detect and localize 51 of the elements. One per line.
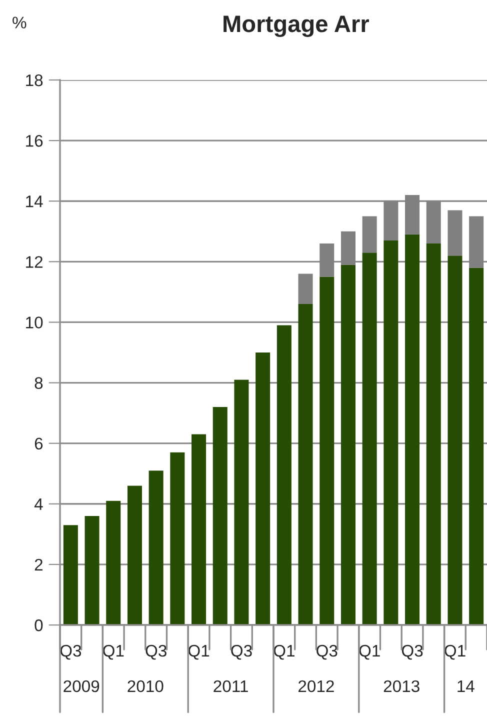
y-tick-label: 12 — [26, 256, 42, 268]
bar — [384, 240, 398, 625]
text: 2010 — [128, 680, 164, 692]
x-tick-label: Q3 — [316, 644, 338, 660]
bar — [234, 380, 249, 625]
y-tick-label: 2 — [34, 558, 42, 570]
text: 2009 — [64, 680, 100, 692]
y-axis-title: % — [12, 16, 26, 28]
y-tick-label: 0 — [34, 619, 43, 632]
bar — [298, 274, 313, 304]
bar — [84, 516, 100, 625]
x-tick-label: Q1 — [444, 644, 466, 660]
bar — [148, 470, 164, 625]
text: 2012 — [298, 680, 334, 692]
y-tick-label: 4 — [34, 498, 43, 510]
bar — [106, 500, 121, 625]
bar — [192, 434, 206, 625]
text: 2011 — [214, 680, 248, 692]
bar — [276, 325, 292, 625]
bar — [448, 256, 462, 625]
bar — [448, 210, 462, 256]
x-tick-label: Q1 — [188, 644, 210, 660]
x-tick-label: Q1 — [103, 644, 124, 660]
bar — [340, 264, 356, 625]
bar — [170, 452, 185, 625]
x-tick-label: Q3 — [146, 644, 166, 660]
x-tick-label: Q3 — [231, 644, 252, 660]
bar — [469, 268, 484, 625]
bar — [426, 244, 441, 625]
y-tick-label: 14 — [26, 196, 43, 208]
bar — [63, 525, 78, 625]
bar — [298, 304, 313, 625]
bar — [320, 276, 334, 625]
x-tick-label: Q3 — [60, 644, 82, 660]
bar — [127, 486, 142, 625]
bar — [212, 407, 228, 625]
text: 2013 — [384, 680, 420, 692]
bar — [405, 234, 420, 625]
x-tick-label: Q3 — [402, 644, 423, 660]
text: 14 — [458, 680, 474, 692]
x-tick-label: Q1 — [359, 644, 380, 660]
bar — [256, 352, 270, 625]
y-tick-label: 16 — [26, 134, 43, 147]
y-tick-label: 6 — [34, 438, 43, 450]
bar — [362, 252, 377, 625]
y-tick-label: 18 — [26, 74, 43, 86]
x-tick-label: Q1 — [274, 644, 294, 660]
bar — [362, 216, 377, 253]
y-tick-label: 8 — [34, 377, 43, 389]
chart-title: Mortgage Arr — [224, 16, 369, 38]
y-tick-label: 10 — [26, 316, 43, 328]
